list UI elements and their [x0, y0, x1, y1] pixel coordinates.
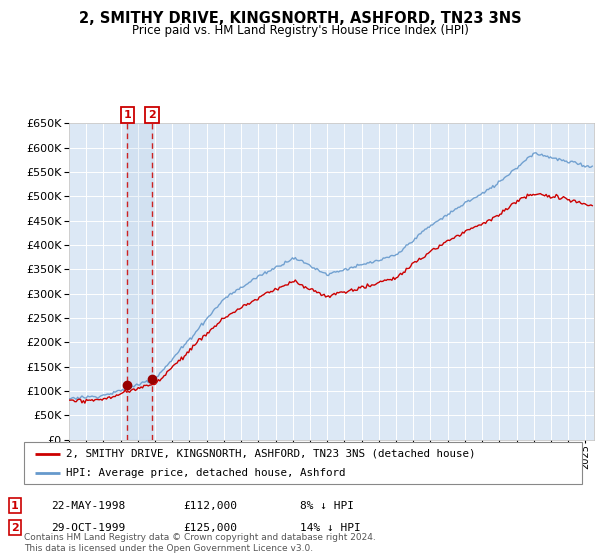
- Text: Price paid vs. HM Land Registry's House Price Index (HPI): Price paid vs. HM Land Registry's House …: [131, 24, 469, 36]
- Text: 22-MAY-1998: 22-MAY-1998: [51, 501, 125, 511]
- Text: 1: 1: [11, 501, 19, 511]
- Text: £125,000: £125,000: [183, 522, 237, 533]
- Text: 2: 2: [148, 110, 156, 120]
- Bar: [127, 123, 152, 440]
- Text: 8% ↓ HPI: 8% ↓ HPI: [300, 501, 354, 511]
- Text: 14% ↓ HPI: 14% ↓ HPI: [300, 522, 361, 533]
- Text: £112,000: £112,000: [183, 501, 237, 511]
- Text: 1: 1: [124, 110, 131, 120]
- Text: HPI: Average price, detached house, Ashford: HPI: Average price, detached house, Ashf…: [66, 468, 346, 478]
- Text: 2, SMITHY DRIVE, KINGSNORTH, ASHFORD, TN23 3NS (detached house): 2, SMITHY DRIVE, KINGSNORTH, ASHFORD, TN…: [66, 449, 475, 459]
- Text: 2: 2: [11, 522, 19, 533]
- Text: 2, SMITHY DRIVE, KINGSNORTH, ASHFORD, TN23 3NS: 2, SMITHY DRIVE, KINGSNORTH, ASHFORD, TN…: [79, 11, 521, 26]
- Text: 29-OCT-1999: 29-OCT-1999: [51, 522, 125, 533]
- Text: Contains HM Land Registry data © Crown copyright and database right 2024.
This d: Contains HM Land Registry data © Crown c…: [24, 533, 376, 553]
